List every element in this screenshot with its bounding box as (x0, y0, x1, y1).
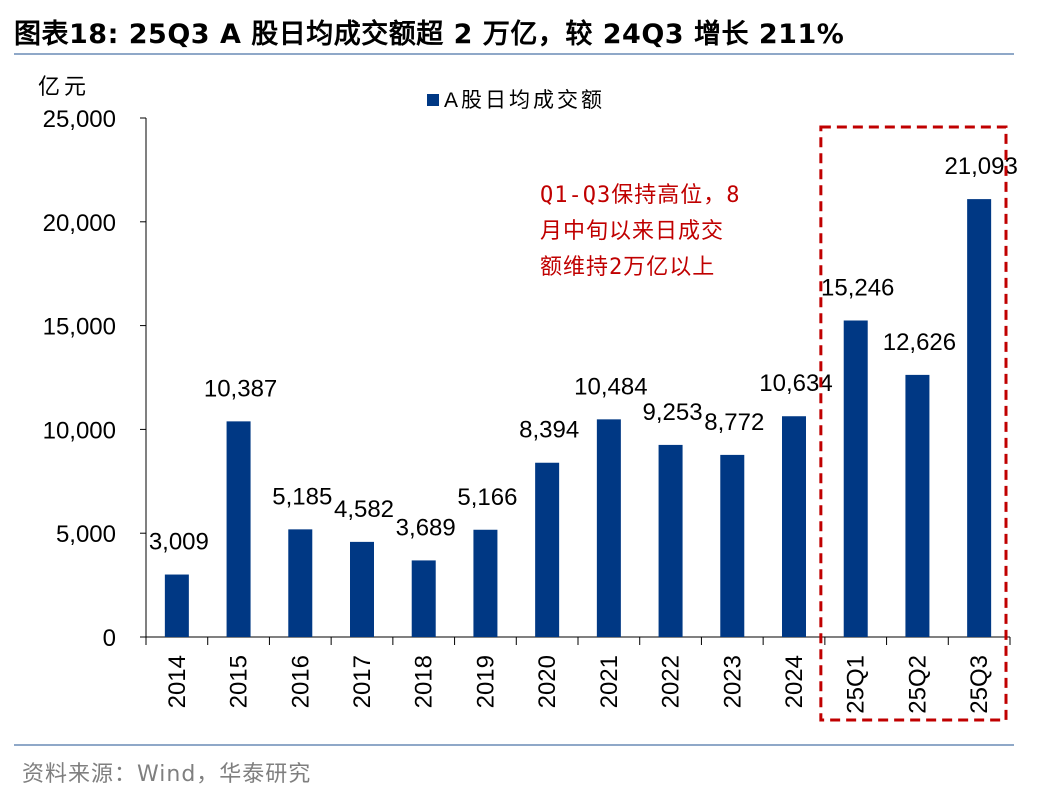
bar (164, 574, 189, 637)
x-tick-label: 2022 (658, 655, 685, 708)
legend-swatch (427, 94, 439, 106)
y-tick-label: 0 (103, 625, 116, 652)
chart-title: 图表18: 25Q3 A 股日均成交额超 2 万亿，较 24Q3 增长 211% (14, 19, 845, 50)
annotation-line: 月中旬以来日成交 (540, 219, 724, 244)
y-tick-label: 15,000 (43, 314, 116, 341)
data-label: 3,009 (149, 529, 209, 556)
data-label: 8,772 (704, 409, 764, 436)
x-tick-label: 2019 (472, 655, 499, 708)
bar (905, 374, 930, 637)
bar (350, 541, 374, 637)
bar (535, 462, 560, 637)
data-label: 3,689 (396, 514, 456, 541)
data-label: 10,484 (574, 373, 647, 400)
bar (596, 419, 621, 637)
source-note: 资料来源：Wind，华泰研究 (22, 762, 312, 787)
y-tick-label: 5,000 (56, 521, 116, 548)
x-tick-label: 2017 (349, 655, 376, 708)
legend-label: A股日均成交额 (444, 89, 605, 112)
x-tick-label: 2015 (226, 655, 253, 708)
x-tick-label: 2021 (596, 655, 623, 708)
data-label: 15,246 (821, 274, 894, 301)
x-tick-label: 25Q2 (904, 655, 931, 714)
title-rule (14, 53, 1014, 55)
annotation-line: 额维持2万亿以上 (540, 255, 715, 280)
x-tick-label: 2016 (287, 655, 314, 708)
data-label: 5,166 (457, 484, 517, 511)
source-rule (14, 744, 1014, 746)
highlight-box (819, 125, 1008, 722)
bar (720, 454, 745, 637)
annotation-line: Q1-Q3保持高位，8 (540, 183, 740, 208)
x-tick-label: 25Q1 (843, 655, 870, 714)
y-tick-label: 10,000 (43, 417, 116, 444)
bar (843, 320, 868, 637)
bar (411, 560, 436, 637)
y-tick-label: 25,000 (43, 106, 116, 133)
bar (473, 529, 498, 637)
x-tick-label: 2020 (534, 655, 561, 708)
bar (288, 529, 313, 637)
bar (226, 421, 251, 637)
x-tick-label: 2018 (411, 655, 438, 708)
bar (967, 199, 992, 637)
y-axis-unit: 亿元 (38, 74, 90, 99)
x-tick-label: 2014 (164, 655, 191, 708)
bar (658, 444, 683, 637)
bar (782, 416, 806, 637)
data-label: 8,394 (519, 417, 579, 444)
y-tick-label: 20,000 (43, 210, 116, 237)
data-label: 12,626 (883, 329, 956, 356)
x-tick-label: 25Q3 (966, 655, 993, 714)
data-label: 5,185 (272, 483, 332, 510)
data-label: 10,387 (204, 375, 277, 402)
data-label: 4,582 (334, 496, 394, 523)
x-tick-label: 2024 (781, 655, 808, 708)
data-label: 9,253 (643, 399, 703, 426)
x-tick-label: 2023 (719, 655, 746, 708)
